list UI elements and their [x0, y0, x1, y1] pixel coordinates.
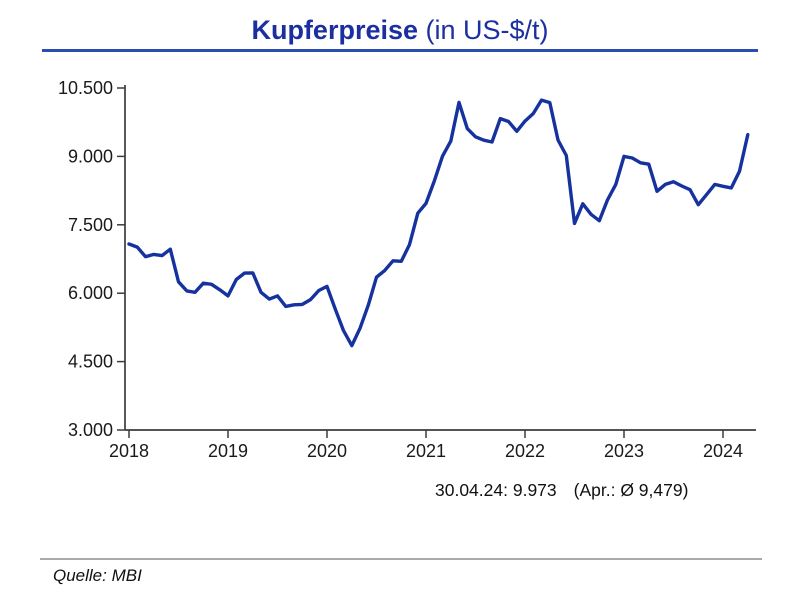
page-title-unit: (in US-$/t)	[418, 15, 549, 45]
page-title: Kupferpreise (in US-$/t)	[0, 14, 800, 46]
y-axis-label: 4.500	[68, 352, 113, 372]
x-axis-label: 2019	[208, 441, 248, 461]
footer-divider	[40, 558, 762, 560]
source-note: Quelle: MBI	[53, 566, 142, 585]
axes	[117, 85, 756, 438]
x-axis-label: 2023	[604, 441, 644, 461]
price-line	[127, 98, 750, 348]
page-title-main: Kupferpreise	[251, 15, 419, 45]
y-axis-label: 10.500	[58, 78, 113, 98]
x-axis-label: 2021	[406, 441, 446, 461]
x-axis-label: 2020	[307, 441, 347, 461]
y-axis-label: 7.500	[68, 215, 113, 235]
x-axis-label: 2018	[109, 441, 149, 461]
x-axis-label: 2024	[703, 441, 743, 461]
y-axis-label: 6.000	[68, 283, 113, 303]
title-underline	[42, 49, 758, 52]
monthly-average-text: (Apr.: Ø 9,479)	[573, 480, 689, 500]
copper-price-chart: 3.000 4.500 6.000 7.500 9.000 10.500 2018 2019 2…	[58, 78, 756, 461]
axis-tick-labels: 3.000 4.500 6.000 7.500 9.000 10.500 2018 2019 2…	[58, 78, 743, 461]
y-axis-label: 9.000	[68, 146, 113, 166]
latest-value-annotation: 30.04.24: 9.973 (Apr.: Ø 9,479)	[435, 480, 688, 501]
y-axis-label: 3.000	[68, 420, 113, 440]
latest-value-text: 30.04.24: 9.973	[435, 480, 557, 500]
x-axis-label: 2022	[505, 441, 545, 461]
